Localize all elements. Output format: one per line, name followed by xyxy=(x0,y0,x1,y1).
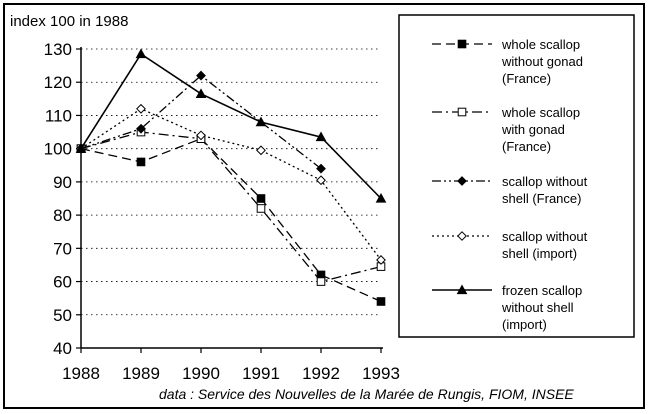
data-point xyxy=(195,88,207,98)
legend-label: without shell xyxy=(501,300,574,315)
series-1 xyxy=(76,134,386,306)
y-tick-label: 80 xyxy=(53,206,72,225)
series-line xyxy=(80,137,382,303)
y-tick-label: 60 xyxy=(53,273,72,292)
data-point xyxy=(375,192,387,203)
legend-label: scallop without xyxy=(502,229,588,244)
y-tick-label: 70 xyxy=(53,239,72,258)
series-3 xyxy=(76,70,326,174)
series-4 xyxy=(76,103,386,265)
legend-label: (import) xyxy=(502,317,547,332)
y-tick-label: 130 xyxy=(44,40,72,59)
data-point xyxy=(457,231,467,241)
data-point xyxy=(316,163,326,174)
series-2 xyxy=(76,127,386,286)
data-point xyxy=(75,143,87,153)
data-point xyxy=(376,297,386,306)
data-point xyxy=(376,255,386,265)
x-tick-label: 1990 xyxy=(182,364,220,383)
data-point xyxy=(316,277,326,286)
data-point xyxy=(316,175,326,186)
legend-label: frozen scallop xyxy=(502,283,582,298)
data-point xyxy=(136,157,146,167)
legend-label: (France) xyxy=(502,139,551,154)
data-point xyxy=(457,107,467,117)
x-tick-label: 1988 xyxy=(62,364,100,383)
y-tick-label: 90 xyxy=(53,173,72,192)
legend-entry-3: scallop without shell (France) xyxy=(432,174,588,206)
data-point xyxy=(315,131,327,142)
legend-label: shell (import) xyxy=(502,246,577,261)
data-point xyxy=(196,70,206,81)
legend-label: shell (France) xyxy=(502,191,581,206)
legend-entry-4: scallop without shell (import) xyxy=(432,229,588,261)
y-tick-label: 100 xyxy=(44,140,72,159)
legend-label: without gonad xyxy=(501,54,583,69)
legend-label: whole scallop xyxy=(501,37,580,52)
data-point xyxy=(255,116,267,127)
series-line xyxy=(80,131,382,283)
data-point xyxy=(457,176,467,186)
legend-entry-5: frozen scallop without shell (import) xyxy=(432,283,582,332)
x-tick-label: 1991 xyxy=(242,364,280,383)
data-point xyxy=(456,284,468,295)
data-point xyxy=(136,103,146,114)
data-point xyxy=(256,204,266,213)
data-point xyxy=(457,39,467,49)
chart-frame xyxy=(3,3,645,409)
y-tick-label: 40 xyxy=(53,339,72,358)
legend-label: with gonad xyxy=(501,122,565,137)
legend-label: (France) xyxy=(502,71,551,86)
legend-label: scallop without xyxy=(502,174,588,189)
legend-label: whole scallop xyxy=(501,105,580,120)
source-note: data : Service des Nouvelles de la Marée… xyxy=(159,386,574,402)
y-tick-label: 50 xyxy=(53,306,72,325)
series-5 xyxy=(75,48,387,203)
data-point xyxy=(136,123,146,134)
y-axis-label: index 100 in 1988 xyxy=(10,13,128,30)
data-point xyxy=(256,145,266,156)
legend-entry-2: whole scallop with gonad (France) xyxy=(432,105,580,154)
x-tick-label: 1993 xyxy=(362,364,400,383)
legend-box xyxy=(398,14,635,338)
data-point xyxy=(256,194,266,203)
y-tick-label: 120 xyxy=(44,73,72,92)
legend-entry-1: whole scallop without gonad (France) xyxy=(432,37,583,86)
y-tick-label: 110 xyxy=(45,106,72,125)
series-line xyxy=(80,52,382,200)
x-tick-label: 1992 xyxy=(302,364,340,383)
series-line xyxy=(80,108,382,261)
x-tick-label: 1989 xyxy=(122,364,160,383)
data-point xyxy=(135,48,147,59)
data-point xyxy=(196,130,206,141)
